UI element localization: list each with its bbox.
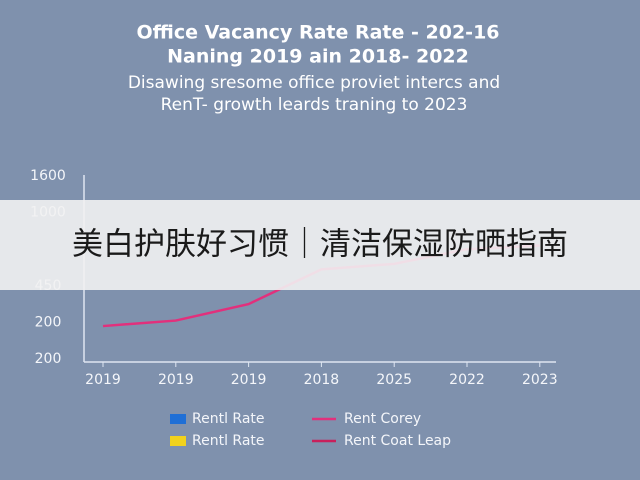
legend-swatch bbox=[170, 414, 186, 424]
legend-label: Rent Corey bbox=[344, 411, 421, 427]
x-tick-label: 2019 bbox=[158, 372, 194, 388]
y-tick-label: 200 bbox=[35, 314, 62, 330]
x-tick-label: 2025 bbox=[376, 372, 412, 388]
x-tick-label: 2018 bbox=[304, 372, 340, 388]
chart-title: Office Vacancy Rate Rate - 202-16 bbox=[136, 22, 499, 44]
x-tick-label: 2019 bbox=[85, 372, 121, 388]
legend-label: Rent Coat Leap bbox=[344, 433, 451, 449]
legend-swatch bbox=[170, 436, 186, 446]
legend-label: Rentl Rate bbox=[192, 411, 265, 427]
y-tick-label: 1600 bbox=[30, 168, 66, 184]
x-tick-label: 2022 bbox=[449, 372, 485, 388]
x-tick-label: 2019 bbox=[231, 372, 267, 388]
subtitle: RenT- growth leards traning to 2023 bbox=[161, 95, 468, 115]
banner-bg bbox=[0, 200, 640, 290]
legend-label: Rentl Rate bbox=[192, 433, 265, 449]
subtitle: Disawing sresome office proviet intercs … bbox=[128, 73, 500, 93]
banner-text: 美白护肤好习惯｜清洁保湿防晒指南 bbox=[72, 227, 568, 263]
chart-title: Naning 2019 ain 2018- 2022 bbox=[167, 46, 469, 68]
x-tick-label: 2023 bbox=[522, 372, 558, 388]
y-tick-label: 200 bbox=[35, 351, 62, 367]
